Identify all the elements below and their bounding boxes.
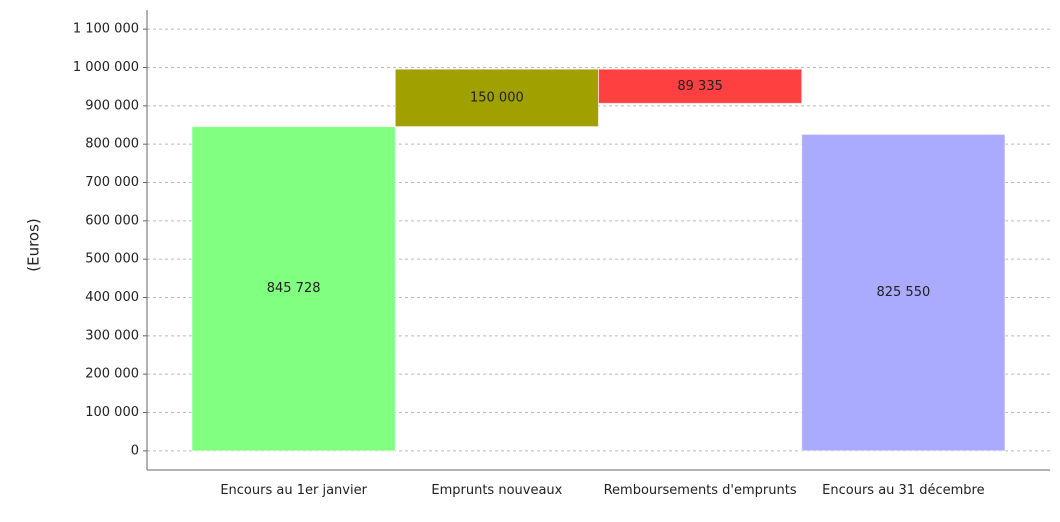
value-label: 825 550 (876, 285, 930, 300)
value-label: 845 728 (267, 281, 321, 296)
x-tick-label: Encours au 31 décembre (822, 483, 985, 498)
bar (191, 126, 396, 452)
y-axis-label: (Euros) (25, 218, 43, 272)
x-tick-label: Encours au 1er janvier (220, 483, 367, 498)
x-tick-label: Remboursements d'emprunts (603, 483, 797, 498)
bar (394, 68, 599, 128)
value-label: 150 000 (470, 90, 524, 105)
y-tick-label: 600 000 (85, 213, 139, 228)
y-tick-label: 1 000 000 (73, 60, 139, 75)
y-tick-label: 500 000 (85, 252, 139, 267)
x-tick-label: Emprunts nouveaux (431, 483, 563, 498)
y-tick-label: 300 000 (85, 328, 139, 343)
y-tick-label: 800 000 (85, 137, 139, 152)
y-tick-label: 1 100 000 (73, 22, 139, 37)
y-tick-label: 200 000 (85, 367, 139, 382)
y-tick-label: 0 (131, 443, 139, 458)
y-tick-label: 100 000 (85, 405, 139, 420)
bar (598, 68, 803, 104)
y-tick-label: 400 000 (85, 290, 139, 305)
bar (801, 133, 1006, 452)
value-label: 89 335 (677, 79, 723, 94)
y-tick-label: 900 000 (85, 98, 139, 113)
y-tick-label: 700 000 (85, 175, 139, 190)
